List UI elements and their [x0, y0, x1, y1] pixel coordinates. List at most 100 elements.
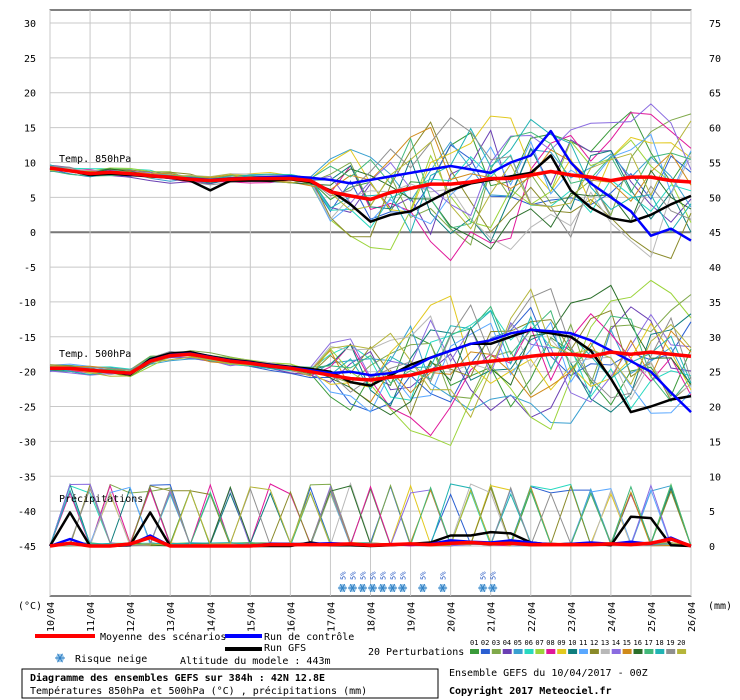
perturbation-number: 14 — [612, 639, 620, 647]
snowflake-icon — [378, 583, 388, 593]
right-tick-label: 45 — [709, 228, 721, 239]
right-tick-label: 75 — [709, 19, 721, 30]
perturbation-swatch — [633, 649, 643, 654]
perturbations-label: 20 Perturbations — [368, 647, 464, 658]
legend: Moyenne des scénarios Run de contrôle Ru… — [35, 631, 687, 667]
right-tick-label: 40 — [709, 263, 721, 274]
date-tick-label: 13/04 — [166, 602, 177, 632]
left-axis-unit: (°C) — [18, 601, 42, 612]
date-tick-label: 20/04 — [447, 602, 458, 632]
footer-title: Diagramme des ensembles GEFS sur 384h : … — [30, 672, 325, 684]
legend-gfs-label: Run GFS — [264, 643, 306, 654]
right-axis-unit: (mm) — [708, 601, 732, 612]
legend-mean-label: Moyenne des scénarios — [100, 631, 226, 643]
perturbation-number: 13 — [601, 639, 609, 647]
date-tick-label: 12/04 — [126, 602, 137, 632]
left-tick-label: 20 — [24, 89, 36, 100]
date-tick-label: 14/04 — [206, 602, 217, 632]
right-tick-label: 55 — [709, 158, 721, 169]
right-tick-label: 25 — [709, 368, 721, 379]
snowflake-stroke — [369, 583, 376, 593]
perturbation-swatch — [502, 649, 512, 654]
snow-risk-percent: 5% — [390, 571, 398, 580]
date-tick-label: 11/04 — [86, 602, 97, 632]
left-tick-label: -45 — [18, 542, 36, 553]
date-tick-label: 26/04 — [687, 602, 698, 632]
left-tick-label: -5 — [24, 263, 36, 274]
footer-title-box — [21, 668, 439, 699]
perturbation-swatch — [589, 649, 599, 654]
snow-risk-percent: 5% — [420, 571, 428, 580]
perturbation-swatch — [557, 649, 567, 654]
snow-risk-percent: 5% — [359, 571, 367, 580]
perturbation-swatch — [480, 649, 490, 654]
copyright: Copyright 2017 Meteociel.fr — [449, 685, 612, 697]
perturbation-swatch — [600, 649, 610, 654]
perturbation-number: 11 — [579, 639, 587, 647]
perturbation-swatch — [535, 649, 545, 654]
snowflake-stroke — [439, 583, 446, 593]
perturbation-number: 09 — [557, 639, 565, 647]
snow-risk-percent: 5% — [490, 571, 498, 580]
grid — [49, 10, 692, 596]
left-tick-label: -30 — [18, 437, 36, 448]
date-tick-label: 23/04 — [567, 602, 578, 632]
right-tick-label: 50 — [709, 193, 721, 204]
perturbation-number: 20 — [677, 639, 685, 647]
snow-risk-markers: 5% 5% 5% 5% 5% 5% 5% 5% 5% 5% 5% — [337, 571, 498, 593]
perturbation-number: 06 — [525, 639, 533, 647]
left-tick-label: -40 — [18, 507, 36, 518]
perturbation-swatch — [524, 649, 534, 654]
model-altitude: Altitude du modele : 443m — [180, 656, 331, 667]
perturbation-swatch — [579, 649, 588, 654]
snowflake-stroke — [339, 583, 346, 593]
snowflake-icon — [478, 583, 488, 593]
right-tick-label: 5 — [709, 507, 715, 518]
right-tick-label: 20 — [709, 403, 721, 414]
t500-perturbation-line — [49, 288, 692, 419]
snowflake-stroke — [419, 583, 426, 593]
left-tick-label: 15 — [24, 124, 36, 135]
right-tick-label: 65 — [709, 89, 721, 100]
perturbation-number: 07 — [535, 639, 543, 647]
t500-gfs-line — [50, 328, 692, 414]
snowflake-icon — [488, 583, 498, 593]
t850-mean-line — [49, 166, 692, 202]
snow-risk-percent: 5% — [440, 571, 448, 580]
right-tick-label: 60 — [709, 124, 721, 135]
snow-risk-percent: 5% — [370, 571, 378, 580]
perturbation-number: 04 — [503, 639, 511, 647]
snowflake-icon — [388, 583, 398, 593]
snowflake-icon — [55, 653, 65, 663]
left-tick-label: 5 — [30, 193, 36, 204]
date-tick-label: 21/04 — [487, 602, 498, 632]
right-tick-label: 0 — [709, 542, 715, 553]
date-tick-label: 18/04 — [367, 602, 378, 632]
left-tick-label: 30 — [24, 19, 36, 30]
date-tick-label: 19/04 — [407, 602, 418, 632]
left-tick-label: -35 — [18, 472, 36, 483]
perturbation-number: 10 — [568, 639, 576, 647]
date-tick-label: 17/04 — [326, 602, 337, 632]
right-tick-label: 70 — [709, 54, 721, 65]
date-tick-label: 16/04 — [286, 602, 297, 632]
perturbation-swatch — [622, 649, 632, 654]
right-tick-label: 10 — [709, 472, 721, 483]
snow-risk-percent: 5% — [349, 571, 357, 580]
snowflake-icon — [337, 583, 347, 593]
perturbation-number: 16 — [634, 639, 642, 647]
legend-snow-label: Risque neige — [75, 654, 147, 665]
snowflake-stroke — [480, 583, 486, 593]
perturbation-swatch — [655, 649, 665, 654]
t850-perturbation-line — [49, 141, 692, 208]
snowflake-icon — [347, 583, 357, 593]
perturbation-swatch — [666, 649, 676, 654]
perturbation-number: 03 — [492, 639, 500, 647]
perturbation-swatch — [677, 649, 687, 654]
snow-risk-percent: 5% — [339, 571, 347, 580]
left-tick-label: -25 — [18, 403, 36, 414]
date-tick-label: 15/04 — [246, 602, 257, 632]
perturbation-swatch — [546, 649, 556, 654]
date-tick-label: 25/04 — [647, 602, 658, 632]
